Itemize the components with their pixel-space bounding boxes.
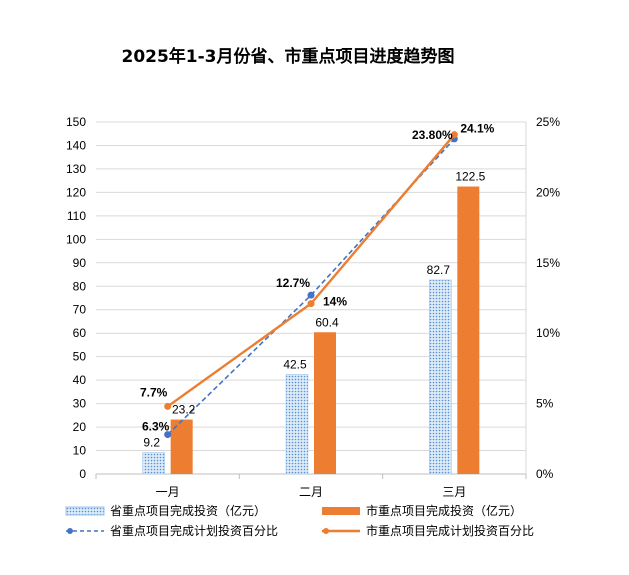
x-tick-label: 三月: [442, 485, 466, 499]
y-tick-label: 20: [73, 420, 87, 434]
series-point: [307, 291, 315, 299]
point-value-label: 7.7%: [140, 385, 168, 399]
y-tick-label: 90: [73, 256, 87, 270]
y-tick-label: 30: [73, 397, 87, 411]
y-tick-label: 0: [79, 467, 86, 481]
bar-value-label: 9.2: [143, 435, 160, 449]
bar-value-label: 60.4: [315, 315, 339, 329]
chart-title: 2025年1-3月份省、市重点项目进度趋势图: [121, 46, 454, 67]
series-point: [307, 300, 315, 308]
legend-label: 省重点项目完成投资（亿元）: [110, 503, 266, 518]
y-tick-label: 40: [73, 373, 87, 387]
y-tick-label: 100: [66, 232, 86, 246]
y-tick-label: 120: [66, 185, 86, 199]
series-point: [450, 131, 458, 139]
bar: [314, 332, 336, 474]
y-tick-label: 150: [66, 115, 86, 129]
y2-tick-label: 15%: [536, 256, 560, 270]
y2-tick-label: 0%: [536, 467, 554, 481]
bar: [429, 279, 452, 475]
y-tick-label: 130: [66, 162, 86, 176]
bar-value-label: 42.5: [283, 357, 307, 371]
point-value-label: 23.80%: [412, 128, 453, 142]
series-point: [164, 402, 172, 410]
y2-tick-label: 25%: [536, 115, 560, 129]
lines: [164, 131, 458, 439]
y-tick-label: 60: [73, 326, 87, 340]
legend-marker: [323, 528, 329, 534]
bar: [170, 419, 193, 474]
bar-value-label: 23.2: [172, 403, 196, 417]
y-tick-label: 140: [66, 138, 86, 152]
bars: [142, 186, 480, 475]
legend-label: 省重点项目完成计划投资百分比: [110, 523, 278, 538]
legend-label: 市重点项目完成计划投资百分比: [366, 523, 534, 538]
bar-value-label: 82.7: [427, 263, 451, 277]
y-tick-label: 70: [73, 303, 87, 317]
legend-label: 市重点项目完成投资（亿元）: [366, 503, 522, 518]
bar: [142, 452, 165, 475]
y-tick-label: 10: [73, 444, 87, 458]
series-line: [167, 138, 455, 436]
legend-marker: [67, 528, 73, 534]
legend-swatch: [65, 506, 105, 516]
series-point: [164, 431, 172, 439]
y2-tick-label: 10%: [536, 326, 560, 340]
gridlines: [96, 121, 526, 452]
bar: [457, 186, 480, 475]
data-labels: 9.2 42.5 82.7 23.2 60.4 122.5 6.3% 12.7% 23.80% 7…: [140, 122, 495, 450]
bar: [285, 374, 309, 475]
point-value-label: 14%: [323, 295, 347, 309]
y-tick-label: 110: [67, 209, 86, 223]
y2-tick-label: 5%: [536, 397, 554, 411]
bar-value-label: 122.5: [455, 170, 485, 184]
point-value-label: 24.1%: [460, 122, 494, 136]
legend-swatch: [322, 507, 360, 515]
y-tick-label: 50: [73, 350, 87, 364]
y-tick-label: 80: [73, 279, 87, 293]
legend: 省重点项目完成投资（亿元） 市重点项目完成投资（亿元） 省重点项目完成计划投资百分比…: [65, 503, 534, 538]
point-value-label: 6.3%: [142, 420, 170, 434]
y2-tick-label: 20%: [536, 185, 560, 199]
point-value-label: 12.7%: [276, 276, 310, 290]
series-line: [166, 133, 456, 408]
axes: 0 10 20 30 40 50 60 70 80 90 100 110 120 130 140 150 0% 5…: [66, 115, 560, 499]
x-tick-label: 一月: [156, 485, 180, 499]
x-tick-label: 二月: [299, 485, 323, 499]
